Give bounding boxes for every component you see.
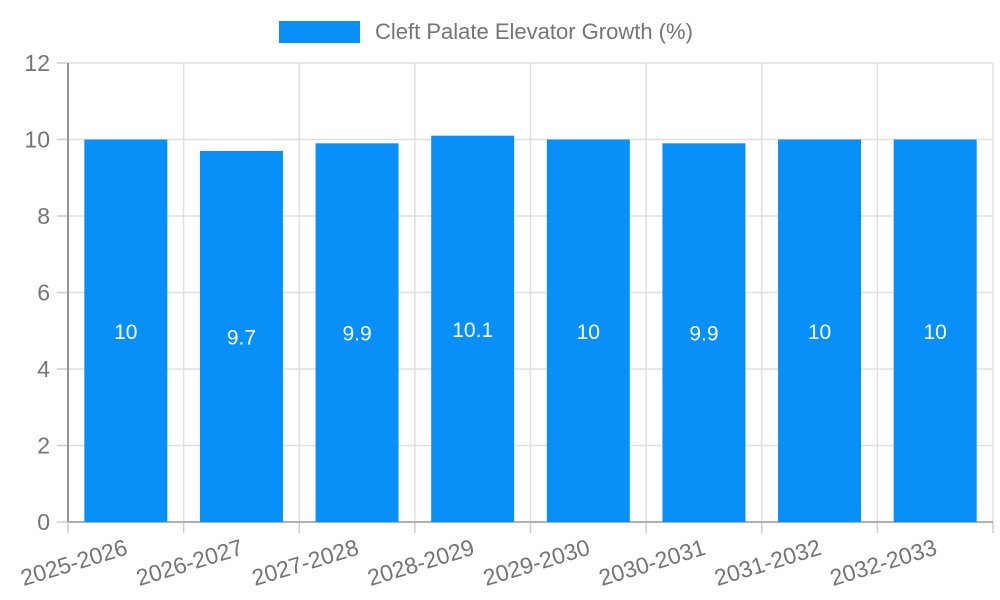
chart-legend[interactable]: Cleft Palate Elevator Growth (%) xyxy=(279,19,693,45)
x-category-label: 2029-2030 xyxy=(480,534,593,591)
bar-value-label: 10 xyxy=(577,321,600,344)
legend-swatch xyxy=(279,21,360,43)
bar-value-label: 9.9 xyxy=(342,323,371,346)
x-category-label: 2025-2026 xyxy=(17,534,130,591)
bar-value-label: 10 xyxy=(924,321,947,344)
y-tick-label: 10 xyxy=(24,127,50,153)
bar-2032-2033[interactable] xyxy=(893,139,977,523)
x-category-label: 2026-2027 xyxy=(133,534,246,591)
y-tick-label: 12 xyxy=(24,50,50,76)
x-category-label: 2032-2033 xyxy=(827,534,940,591)
x-category-label: 2028-2029 xyxy=(364,534,477,591)
y-tick-label: 6 xyxy=(37,280,50,306)
bar-value-label: 10 xyxy=(808,321,831,344)
y-tick-label: 0 xyxy=(37,509,50,535)
y-tick-label: 2 xyxy=(37,433,50,459)
x-category-label: 2027-2028 xyxy=(249,534,362,591)
bar-2031-2032[interactable] xyxy=(778,139,862,523)
bar-value-label: 9.7 xyxy=(227,326,256,349)
bar-value-label: 9.9 xyxy=(689,323,718,346)
bar-value-label: 10 xyxy=(114,321,137,344)
y-tick-label: 4 xyxy=(37,356,50,382)
bar-2030-2031[interactable] xyxy=(662,143,746,522)
bar-2027-2028[interactable] xyxy=(315,143,399,522)
x-category-label: 2031-2032 xyxy=(711,534,824,591)
bar-2029-2030[interactable] xyxy=(546,139,630,523)
x-category-label: 2030-2031 xyxy=(596,534,709,591)
bar-value-label: 10.1 xyxy=(452,319,493,342)
y-tick-label: 8 xyxy=(37,203,50,229)
bar-2026-2027[interactable] xyxy=(199,150,283,522)
bar-2028-2029[interactable] xyxy=(431,135,515,523)
bar-2025-2026[interactable] xyxy=(84,139,168,523)
legend-label: Cleft Palate Elevator Growth (%) xyxy=(375,19,693,44)
